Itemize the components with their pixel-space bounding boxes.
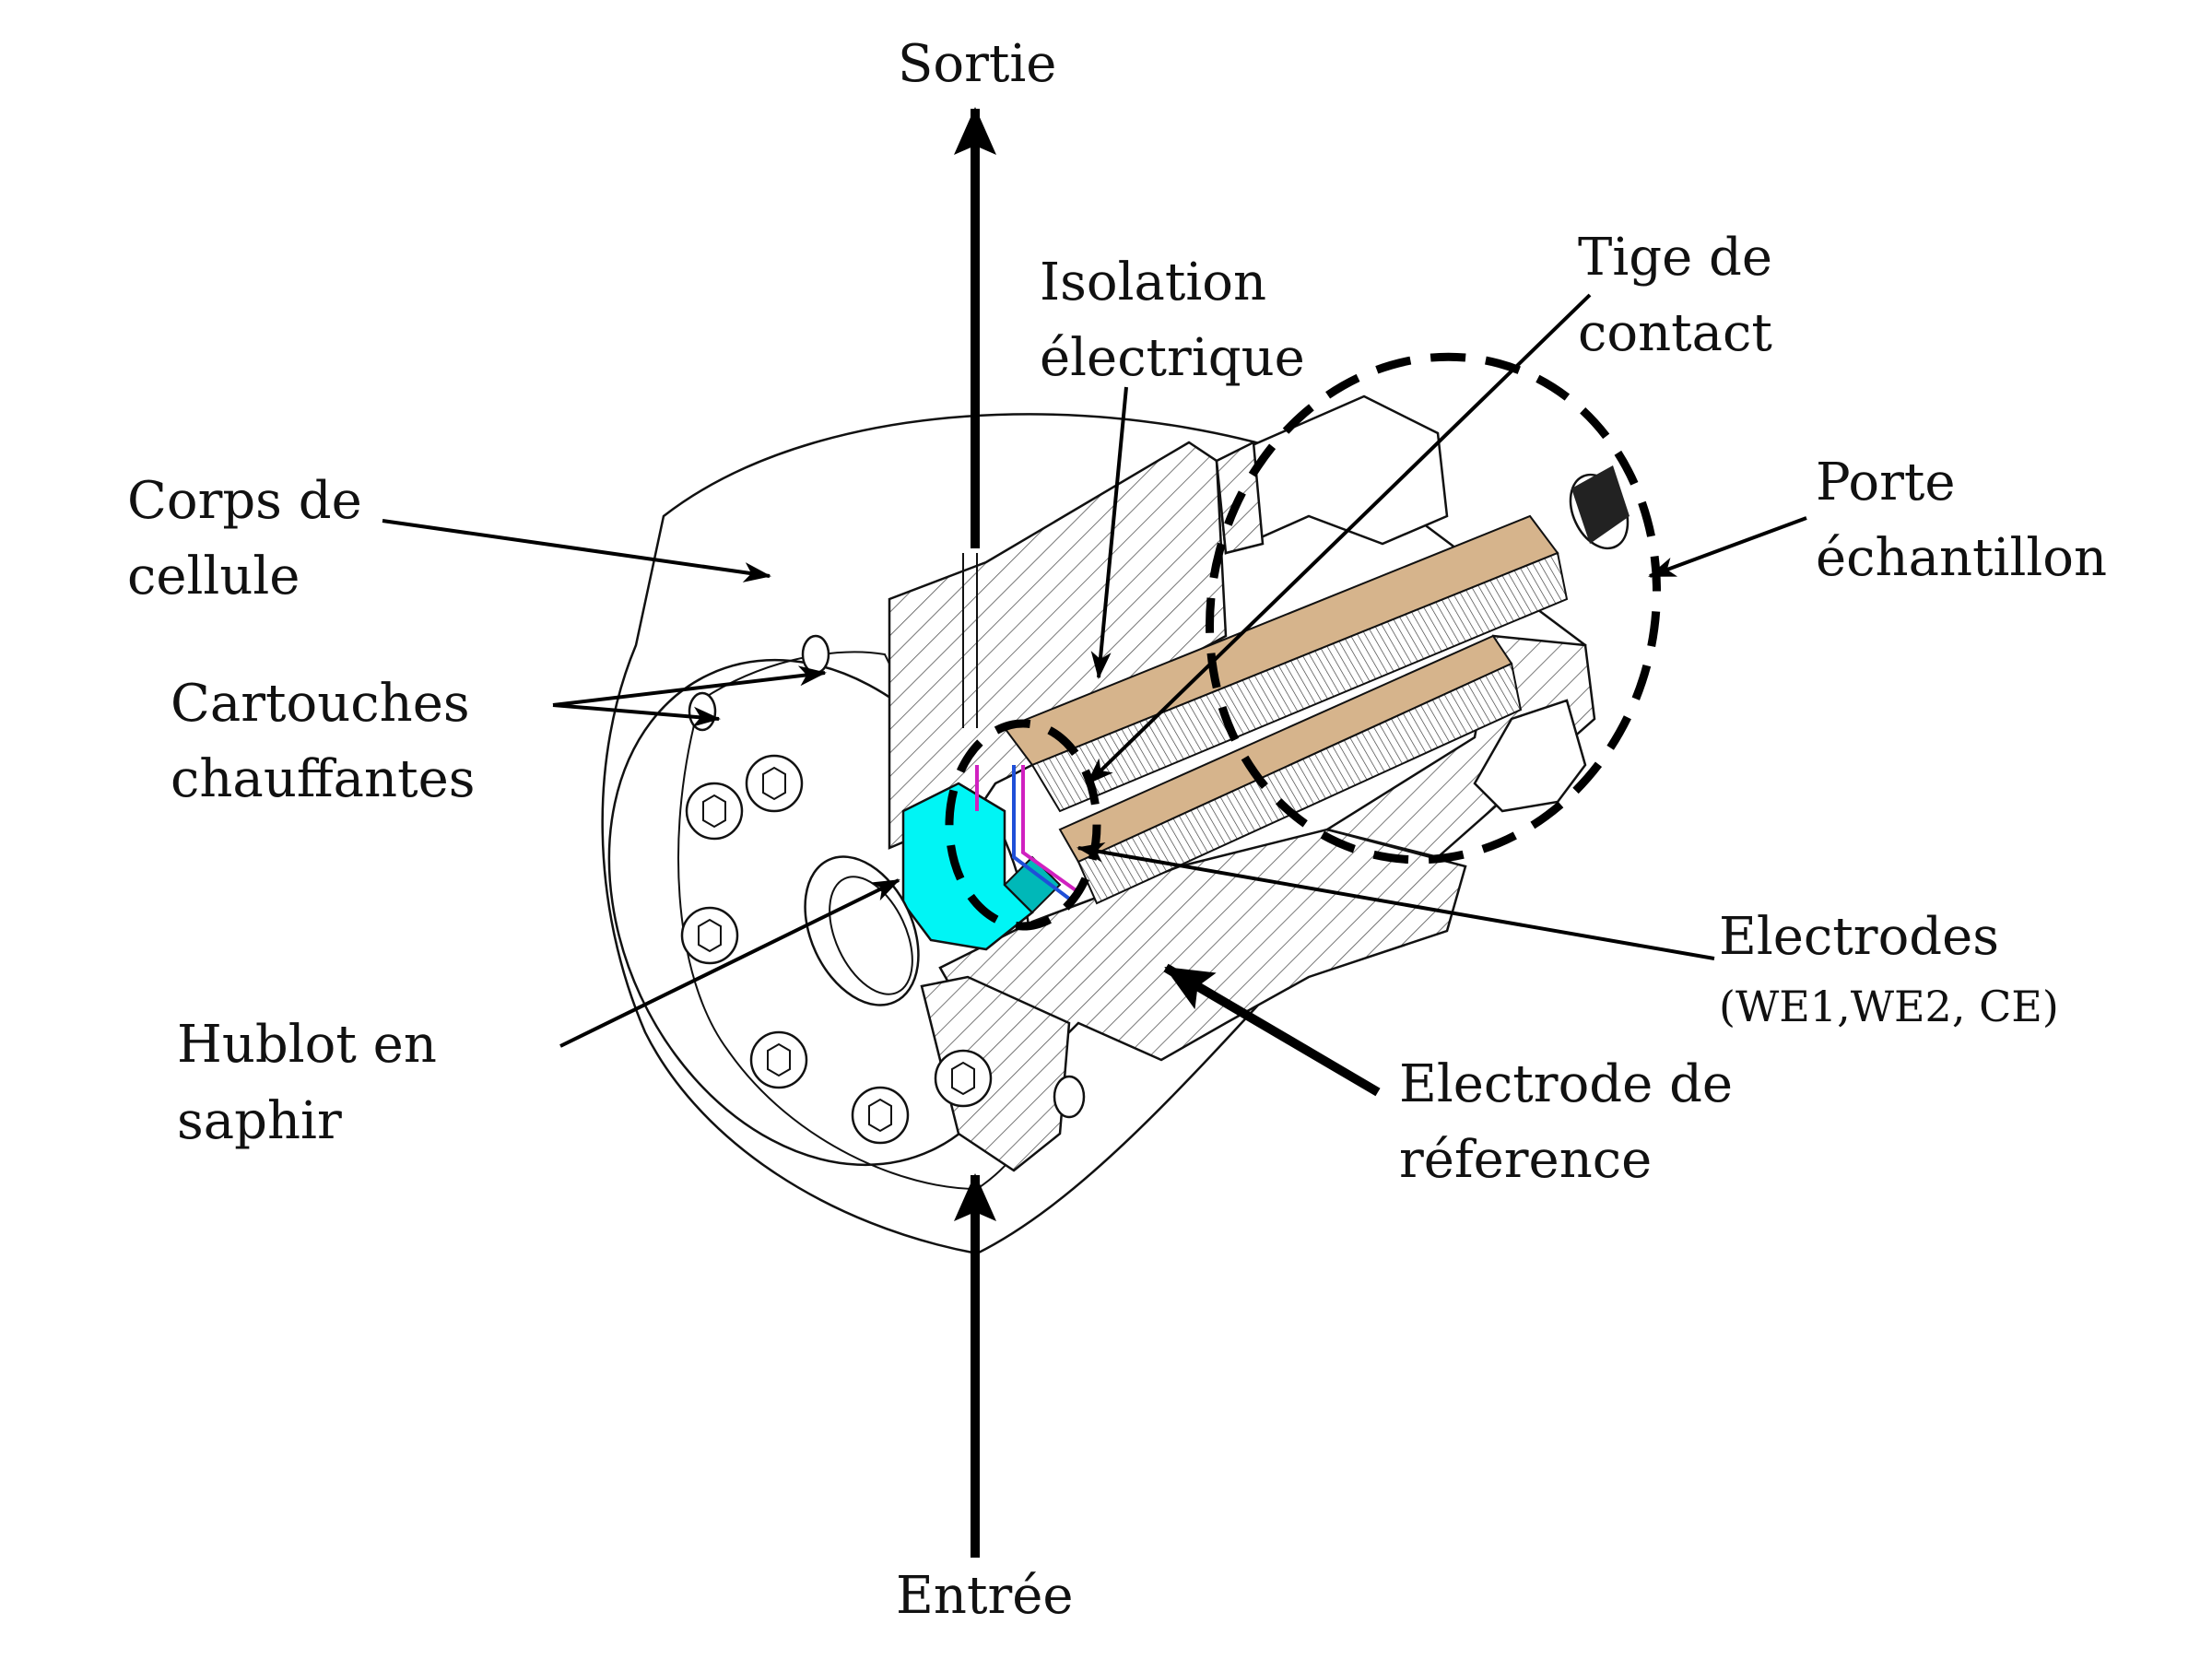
electrode-area-highlight [945,719,1101,931]
bolt-6 [934,1049,993,1108]
threaded-rod-lower [1077,662,1523,905]
label-tige-line1: Tige de [1578,228,1772,288]
label-hublot-line1: Hublot en [177,1015,437,1075]
bolt-3 [680,906,739,965]
electrode-wire-we2 [1021,765,1080,894]
leader-tige [1086,293,1592,785]
heater-hole-1 [801,634,830,675]
label-electrodes-line1: Electrodes [1719,907,1999,967]
leader-reference [1163,963,1381,1097]
label-reference-line1: Electrode de [1399,1054,1733,1114]
bolt-1 [685,782,744,841]
label-reference-line2: réference [1399,1130,1652,1190]
label-entree: Entrée [896,1566,1074,1626]
label-sortie: Sortie [898,34,1056,94]
front-bolts [680,754,993,1145]
bolt-5 [851,1086,910,1145]
labels: Sortie Entrée Isolation électrique Tige … [127,34,2107,1626]
leader-cartouche-2 [552,703,721,727]
label-porte-line1: Porte [1816,453,1956,512]
leader-cartouche-1 [552,665,827,707]
label-isolation-line1: Isolation [1040,253,1266,312]
label-electrodes-line2: (WE1,WE2, CE) [1719,982,2059,1031]
electrode-wire-we1 [1012,765,1071,900]
threaded-rod [1030,551,1569,813]
leader-hublot [559,878,900,1048]
label-hublot-line2: saphir [177,1091,342,1151]
knob-knurl [1571,465,1630,544]
heater-hole-3 [1053,1075,1086,1119]
label-tige-line2: contact [1578,303,1772,363]
label-cartouches-line1: Cartouches [171,674,470,734]
label-porte-line2: échantillon [1816,528,2107,588]
label-corps-line1: Corps de [127,471,362,531]
bolt-4 [749,1030,808,1089]
leader-electrodes [1077,841,1715,960]
label-isolation-line2: électrique [1040,328,1305,388]
heater-hole-2 [688,691,717,732]
window-port-inner [829,876,913,995]
label-cartouches-line2: chauffantes [171,749,476,809]
leader-porte [1648,516,1807,578]
bolt-2 [745,754,804,813]
bottom-plate [920,975,1071,1172]
cell-body [601,394,1630,1255]
leader-corps [382,519,771,582]
leader-lines [382,293,1807,1097]
sample-holder-highlight [1205,352,1662,865]
leader-isolation [1090,386,1128,679]
label-corps-line2: cellule [127,547,300,606]
